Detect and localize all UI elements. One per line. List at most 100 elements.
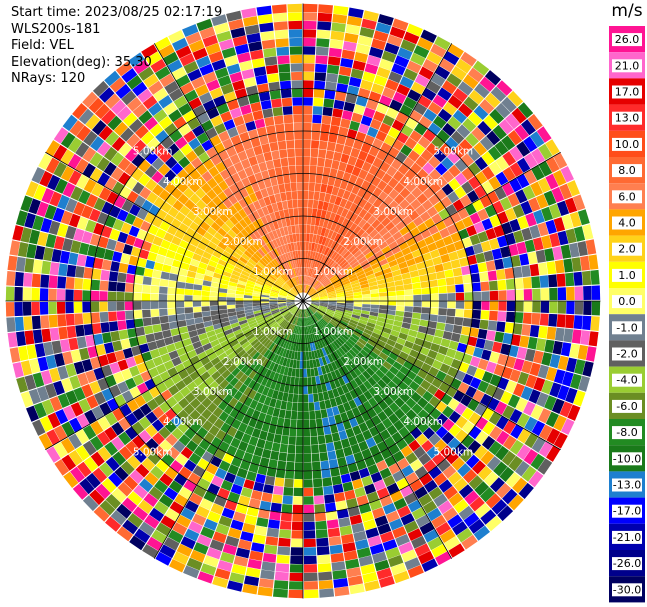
gate-cell xyxy=(427,384,439,396)
gate-cell xyxy=(467,190,479,203)
gate-cell xyxy=(531,148,546,165)
gate-cell xyxy=(360,313,370,319)
gate-cell xyxy=(354,267,364,274)
gate-cell xyxy=(343,343,351,352)
gate-cell xyxy=(347,155,358,166)
gate-cell xyxy=(327,229,334,239)
gate-cell xyxy=(419,346,430,356)
gate-cell xyxy=(325,284,333,290)
gate-cell xyxy=(404,340,414,349)
gate-cell xyxy=(384,455,397,467)
gate-cell xyxy=(330,116,342,127)
gate-cell xyxy=(445,451,459,465)
gate-cell xyxy=(328,297,337,300)
gate-cell xyxy=(308,259,312,268)
gate-cell xyxy=(398,381,409,392)
gate-cell xyxy=(557,355,569,371)
gate-cell xyxy=(379,292,388,297)
gate-cell xyxy=(428,224,439,235)
gate-cell xyxy=(360,79,373,91)
gate-cell xyxy=(538,160,553,177)
gate-cell xyxy=(474,171,488,185)
gate-cell xyxy=(570,373,582,390)
gate-cell xyxy=(383,502,397,515)
gate-cell xyxy=(411,535,427,549)
gate-cell xyxy=(379,122,391,135)
gate-cell xyxy=(446,224,458,235)
gate-cell xyxy=(489,351,500,364)
gate-cell xyxy=(398,241,409,251)
gate-cell xyxy=(314,252,319,261)
gate-cell xyxy=(385,79,399,91)
gate-cell xyxy=(303,88,314,98)
gate-cell xyxy=(560,166,574,183)
gate-cell xyxy=(590,269,600,285)
gate-cell xyxy=(366,55,381,67)
gate-cell xyxy=(312,279,318,288)
gate-cell xyxy=(371,38,386,51)
gate-cell xyxy=(497,279,507,291)
gate-cell xyxy=(428,433,441,446)
gate-cell xyxy=(409,243,419,253)
gate-cell xyxy=(371,332,381,340)
gate-cell xyxy=(455,284,464,293)
gate-cell xyxy=(488,440,503,456)
gate-cell xyxy=(367,215,377,225)
gate-cell xyxy=(360,349,369,358)
gate-cell xyxy=(407,499,422,513)
gate-cell xyxy=(371,176,382,187)
gate-cell xyxy=(309,277,314,286)
gate-cell xyxy=(405,409,417,421)
gate-cell xyxy=(377,14,394,26)
gate-cell xyxy=(506,301,516,312)
gate-cell xyxy=(309,291,317,297)
gate-cell xyxy=(373,328,382,336)
gate-cell xyxy=(326,310,335,315)
gate-cell xyxy=(428,156,441,169)
gate-cell xyxy=(503,435,517,450)
gate-cell xyxy=(315,217,321,227)
gate-cell xyxy=(533,209,545,224)
gate-cell xyxy=(512,477,528,494)
gate-cell xyxy=(315,283,322,290)
gate-cell xyxy=(421,301,431,308)
gate-cell xyxy=(312,324,317,333)
gate-cell xyxy=(336,386,345,396)
gate-cell xyxy=(405,181,417,193)
colorbar-tick-label: -2.0 xyxy=(616,348,637,361)
gate-cell xyxy=(536,338,547,352)
gate-cell xyxy=(556,314,566,328)
gate-cell xyxy=(331,278,340,284)
gate-cell xyxy=(448,471,462,486)
gate-cell xyxy=(428,486,443,500)
gate-cell xyxy=(539,275,549,288)
gate-cell xyxy=(353,297,363,301)
gate-cell xyxy=(487,270,497,281)
gate-cell xyxy=(322,219,329,229)
gate-cell xyxy=(325,211,332,221)
gate-cell xyxy=(366,183,377,194)
gate-cell xyxy=(341,333,349,341)
gate-cell xyxy=(391,375,402,386)
gate-cell xyxy=(369,285,379,291)
gate-cell xyxy=(580,330,591,346)
gate-cell xyxy=(349,120,360,131)
colorbar-tick-label: 6.0 xyxy=(618,190,636,203)
gate-cell xyxy=(326,372,334,382)
gate-cell xyxy=(329,212,337,222)
gate-cell xyxy=(388,71,403,84)
gate-cell xyxy=(369,335,379,344)
gate-cell xyxy=(361,286,370,292)
gate-cell xyxy=(501,366,513,380)
gate-cell xyxy=(303,284,305,293)
gate-cell xyxy=(316,243,322,253)
gate-cell xyxy=(483,339,494,351)
gate-cell xyxy=(341,365,350,375)
gate-cell xyxy=(331,186,340,196)
gate-cell xyxy=(515,397,528,412)
gate-cell xyxy=(324,336,331,345)
gate-cell xyxy=(409,349,420,359)
gate-cell xyxy=(382,417,393,429)
gate-cell xyxy=(414,74,430,88)
gate-cell xyxy=(539,313,549,326)
